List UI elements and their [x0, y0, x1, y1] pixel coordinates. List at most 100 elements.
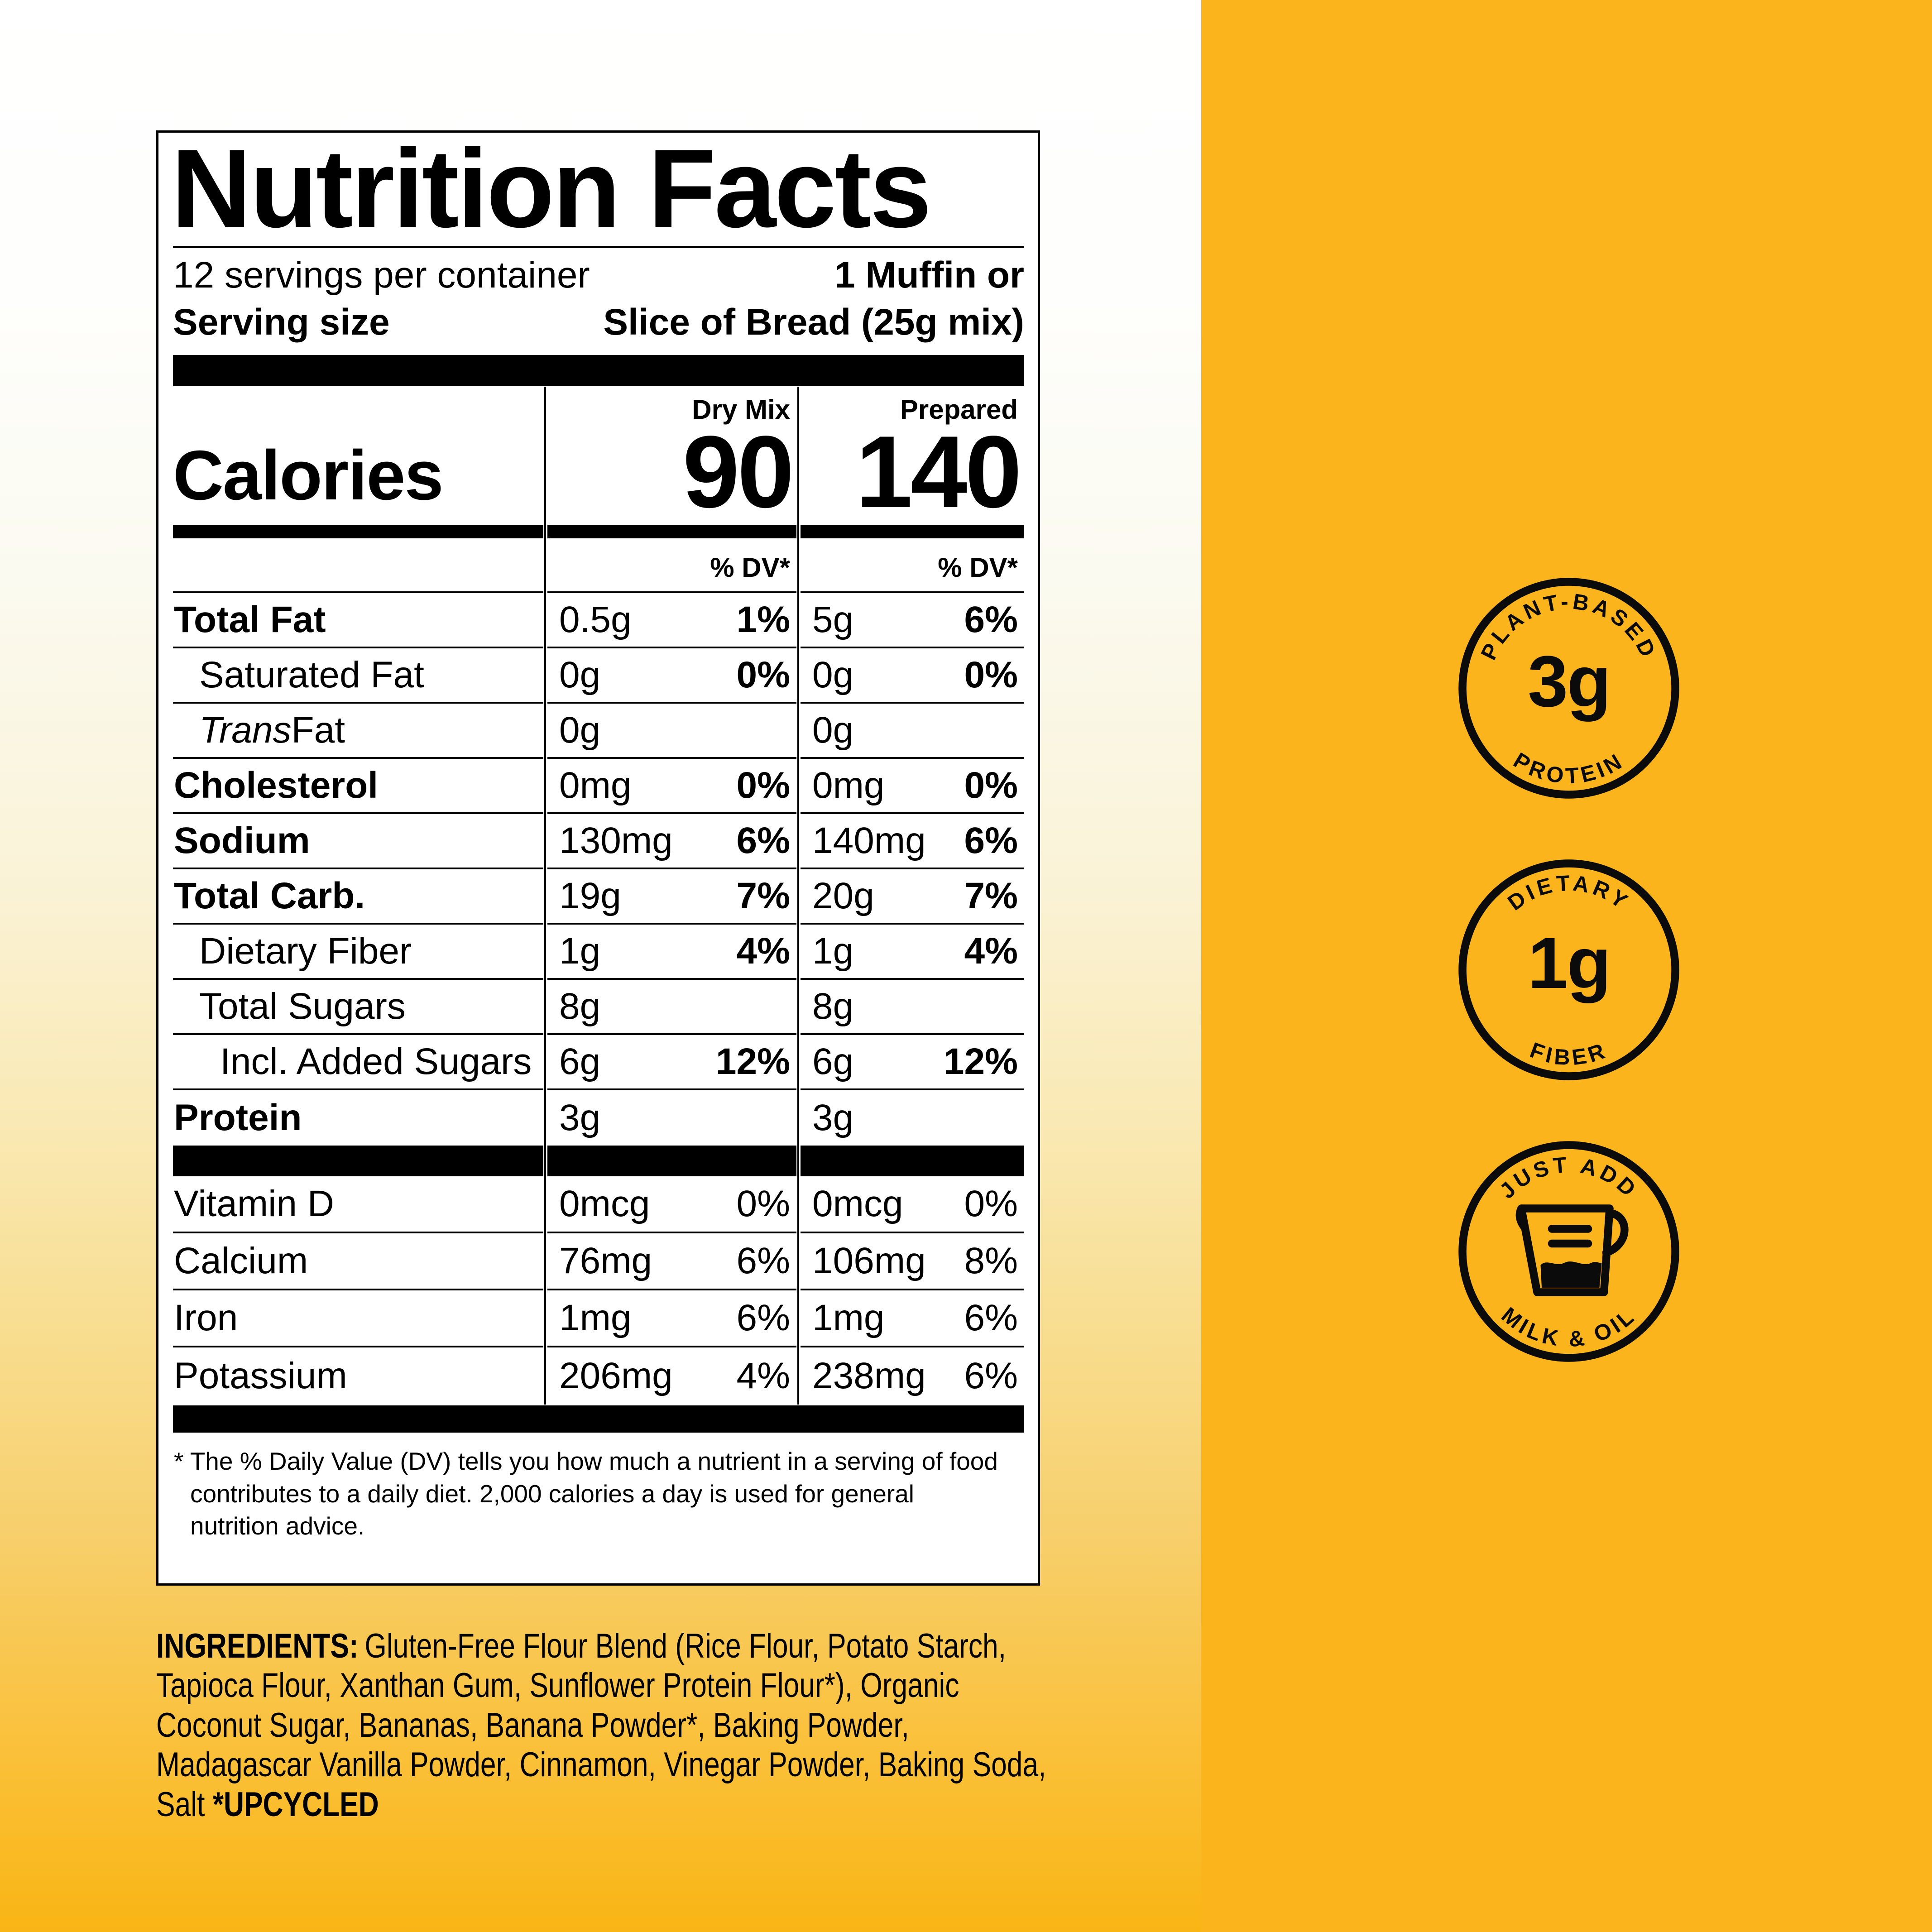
nutrient-name: Incl. Added Sugars: [173, 1035, 543, 1090]
dry-mix-values: 6g 12%: [547, 1035, 796, 1090]
dry-mix-values: 130mg 6%: [547, 814, 796, 869]
upcycled-note: *UPCYCLED: [212, 1785, 379, 1824]
badge-dietary-fiber: DIETARY 1g FIBER: [1458, 859, 1679, 1080]
prepared-values: 20g 7%: [801, 869, 1024, 925]
prepared-values: 0mcg 0%: [801, 1176, 1024, 1233]
column-divider-line: [797, 387, 799, 1405]
serving-size-value-line2: Slice of Bread (25g mix): [603, 302, 1024, 343]
dry-mix-values: 0mg 0%: [547, 759, 796, 814]
prepared-values: 238mg 6%: [812, 1355, 1018, 1396]
badge-value: 1g: [1528, 922, 1610, 1003]
prepared-values: 6g 12%: [801, 1035, 1024, 1090]
badge-value: 3g: [1528, 641, 1610, 722]
row-cholesterol: Cholesterol 0mg 0% 0mg 0%: [173, 759, 1024, 814]
row-added-sugars: Incl. Added Sugars 6g 12% 6g 12%: [173, 1035, 1024, 1090]
nutrient-name: Vitamin D: [173, 1176, 543, 1233]
row-potassium: Potassium 206mg 4% 238mg 6%: [173, 1347, 1024, 1405]
daily-value-footnote: * The % Daily Value (DV) tells you how m…: [174, 1447, 998, 1540]
bar-segment: [801, 525, 1024, 538]
dry-mix-values: 19g 7%: [547, 869, 796, 925]
nutrient-name: Total Sugars: [173, 980, 543, 1035]
row-total-fat: Total Fat 0.5g 1% 5g 6%: [173, 593, 1024, 648]
column-divider-line: [544, 387, 546, 1405]
dry-mix-values: 0.5g 1%: [547, 593, 796, 648]
nutrient-name: Protein: [174, 1097, 302, 1138]
badge-bottom-text: FIBER: [1527, 1038, 1611, 1070]
bar-segment: [547, 1146, 796, 1176]
ingredients-text: Gluten-Free Flour Blend (Rice Flour, Pot…: [156, 1627, 1046, 1824]
row-trans-fat: Trans Fat 0g 0g: [173, 704, 1024, 759]
dv-header-prepared: % DV*: [801, 538, 1024, 593]
dry-mix-values: 0g 0%: [547, 648, 796, 704]
dry-mix-values: 3g: [559, 1097, 601, 1138]
dry-mix-values: 8g: [547, 980, 796, 1035]
bar-segment: [173, 1146, 543, 1176]
nutrient-name: Calcium: [173, 1233, 543, 1290]
badge-ring: [1458, 859, 1679, 1080]
thick-divider-bar: [173, 1405, 1024, 1433]
servings-per-container: 12 servings per container: [173, 254, 590, 296]
row-vitamin-d: Vitamin D 0mcg 0% 0mcg 0%: [173, 1176, 1024, 1233]
bar-segment: [801, 1146, 1024, 1176]
ingredients-label: INGREDIENTS:: [156, 1627, 359, 1665]
prepared-values: 5g 6%: [801, 593, 1024, 648]
title-rule: [173, 246, 1024, 248]
prepared-values: 0g 0%: [801, 648, 1024, 704]
column-header-prepared: Prepared: [900, 394, 1018, 425]
prepared-values: 1mg 6%: [801, 1290, 1024, 1347]
serving-size-label: Serving size: [173, 302, 390, 343]
prepared-values: 0mg 0%: [801, 759, 1024, 814]
prepared-values: 1g 4%: [801, 925, 1024, 980]
calories-row: Calories Dry Mix 90 Prepared 140: [173, 387, 1024, 529]
empty-cell: [173, 538, 543, 593]
row-calcium: Calcium 76mg 6% 106mg 8%: [173, 1233, 1024, 1290]
measuring-cup-icon: [1515, 1204, 1629, 1296]
nutrient-name: Sodium: [173, 814, 543, 869]
row-dietary-fiber: Dietary Fiber 1g 4% 1g 4%: [173, 925, 1024, 980]
nutrient-name: Saturated Fat: [173, 648, 543, 704]
prepared-values: 3g: [812, 1097, 854, 1138]
nutrient-name: Total Fat: [173, 593, 543, 648]
calories-label: Calories: [173, 436, 444, 514]
calories-value-prepared: 140: [855, 414, 1022, 529]
nutrient-name: Potassium: [174, 1355, 347, 1396]
yellow-side-panel: PLANT-BASED 3g PROTEIN DIETARY 1g FIBER …: [1201, 0, 1932, 1932]
badge-ring: [1458, 578, 1679, 799]
row-total-sugars: Total Sugars 8g 8g: [173, 980, 1024, 1035]
column-header-dry-mix: Dry Mix: [692, 394, 790, 425]
label-title: Nutrition Facts: [171, 126, 932, 251]
thick-divider-bar: [173, 355, 1024, 386]
ingredients-statement: INGREDIENTS: Gluten-Free Flour Blend (Ric…: [156, 1626, 1047, 1824]
serving-info: 12 servings per container Serving size 1…: [173, 252, 1024, 346]
nutrient-name: Total Carb.: [173, 869, 543, 925]
nutrient-name: Trans Fat: [173, 704, 543, 759]
daily-value-header-row: % DV* % DV*: [173, 538, 1024, 593]
row-iron: Iron 1mg 6% 1mg 6%: [173, 1290, 1024, 1347]
bar-segment: [173, 525, 543, 538]
prepared-values: 8g: [801, 980, 1024, 1035]
dv-header-dry-mix: % DV*: [547, 538, 796, 593]
row-total-carb: Total Carb. 19g 7% 20g 7%: [173, 869, 1024, 925]
dry-mix-values: 76mg 6%: [547, 1233, 796, 1290]
nutrient-name: Cholesterol: [173, 759, 543, 814]
row-saturated-fat: Saturated Fat 0g 0% 0g 0%: [173, 648, 1024, 704]
row-protein: Protein 3g 3g: [173, 1090, 1024, 1146]
nutrient-name: Dietary Fiber: [173, 925, 543, 980]
prepared-values: 140mg 6%: [801, 814, 1024, 869]
segmented-bar: [173, 525, 1024, 538]
prepared-values: 106mg 8%: [801, 1233, 1024, 1290]
prepared-values: 0g: [801, 704, 1024, 759]
badge-ring: [1458, 1141, 1679, 1362]
columns-section: Calories Dry Mix 90 Prepared 140 % DV* %…: [173, 387, 1024, 1405]
bar-segment: [547, 525, 796, 538]
dry-mix-values: 1g 4%: [547, 925, 796, 980]
serving-size-value-line1: 1 Muffin or: [834, 254, 1024, 296]
dry-mix-values: 0g: [547, 704, 796, 759]
row-sodium: Sodium 130mg 6% 140mg 6%: [173, 814, 1024, 869]
calories-value-dry-mix: 90: [682, 414, 794, 529]
badge-just-add-milk-oil: JUST ADD MILK & OIL: [1458, 1141, 1679, 1362]
segmented-bar: [173, 1146, 1024, 1176]
dry-mix-values: 206mg 4%: [559, 1355, 790, 1396]
nutrition-facts-label: Nutrition Facts 12 servings per containe…: [156, 130, 1040, 1586]
dry-mix-values: 1mg 6%: [547, 1290, 796, 1347]
